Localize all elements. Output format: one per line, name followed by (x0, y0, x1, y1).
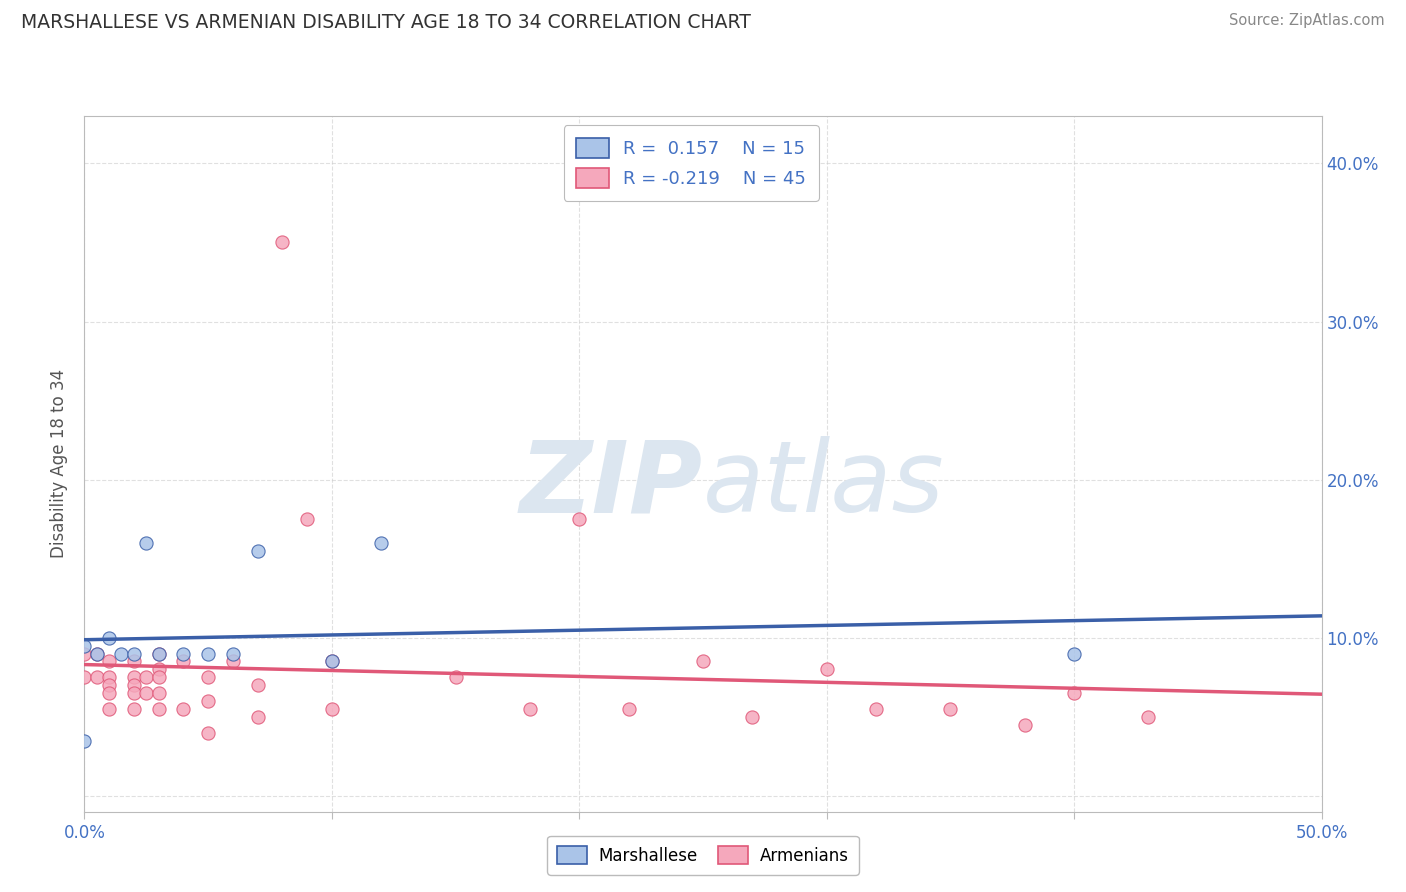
Point (321, 655, 343, 669)
Point (246, 543, 269, 558)
Point (148, 647, 170, 661)
Point (295, 512, 318, 526)
Point (86, 647, 108, 661)
Point (73, 670, 96, 684)
Y-axis label: Disability Age 18 to 34: Disability Age 18 to 34 (51, 369, 69, 558)
Point (148, 686, 170, 700)
Point (1063, 686, 1085, 700)
Point (222, 655, 245, 669)
Point (172, 647, 194, 661)
Point (172, 655, 194, 669)
Point (98, 631, 121, 645)
Point (86, 670, 108, 684)
Point (815, 662, 838, 676)
Text: MARSHALLESE VS ARMENIAN DISABILITY AGE 18 TO 34 CORRELATION CHART: MARSHALLESE VS ARMENIAN DISABILITY AGE 1… (21, 13, 751, 32)
Point (148, 647, 170, 661)
Point (135, 536, 157, 550)
Point (692, 655, 714, 669)
Text: atlas: atlas (703, 436, 945, 533)
Point (865, 702, 887, 716)
Point (135, 686, 157, 700)
Point (197, 725, 219, 739)
Point (122, 647, 145, 661)
Point (98, 655, 121, 669)
Text: ZIP: ZIP (520, 436, 703, 533)
Point (122, 702, 145, 716)
Point (197, 647, 219, 661)
Point (939, 702, 962, 716)
Point (519, 702, 541, 716)
Legend: Marshallese, Armenians: Marshallese, Armenians (547, 836, 859, 875)
Point (73, 647, 96, 661)
Point (197, 670, 219, 684)
Point (122, 670, 145, 684)
Point (73, 733, 96, 747)
Point (172, 702, 194, 716)
Point (246, 710, 269, 724)
Point (122, 678, 145, 692)
Point (617, 702, 640, 716)
Point (98, 702, 121, 716)
Point (271, 235, 294, 250)
Point (122, 686, 145, 700)
Point (73, 639, 96, 653)
Point (1137, 710, 1160, 724)
Point (1063, 647, 1085, 661)
Point (222, 647, 245, 661)
Point (98, 686, 121, 700)
Point (98, 670, 121, 684)
Point (568, 512, 591, 526)
Point (741, 710, 763, 724)
Point (321, 702, 343, 716)
Point (1014, 717, 1036, 731)
Point (110, 647, 132, 661)
Point (98, 678, 121, 692)
Point (370, 536, 392, 550)
Text: Source: ZipAtlas.com: Source: ZipAtlas.com (1229, 13, 1385, 29)
Point (135, 670, 157, 684)
Point (86, 647, 108, 661)
Point (246, 678, 269, 692)
Point (148, 702, 170, 716)
Point (197, 694, 219, 708)
Legend: R =  0.157    N = 15, R = -0.219    N = 45: R = 0.157 N = 15, R = -0.219 N = 45 (564, 125, 818, 201)
Point (148, 662, 170, 676)
Point (122, 655, 145, 669)
Point (321, 655, 343, 669)
Point (148, 670, 170, 684)
Point (444, 670, 467, 684)
